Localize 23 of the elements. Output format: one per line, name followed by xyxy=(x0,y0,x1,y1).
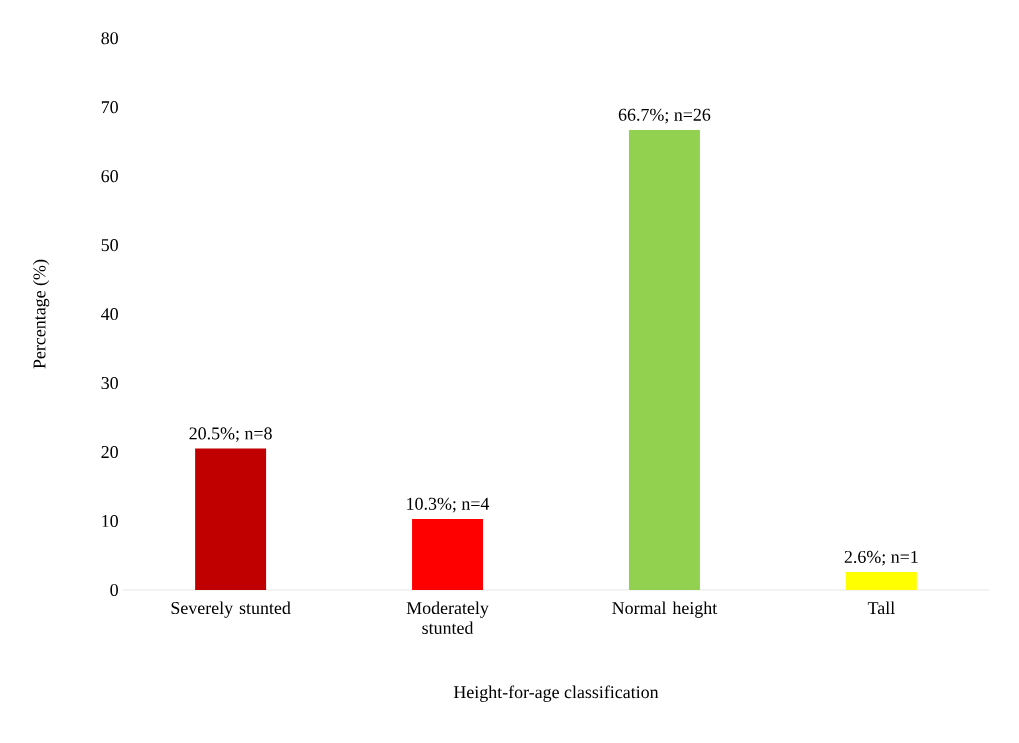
x-tick-label: Severely stunted xyxy=(171,601,291,618)
data-label: 2.6%; n=1 xyxy=(844,550,918,566)
y-tick-label: 60 xyxy=(101,170,118,183)
y-tick-label: 0 xyxy=(110,583,118,596)
y-axis-title: Percentage (%) xyxy=(32,259,50,369)
x-axis-title: Height-for-age classification xyxy=(453,685,659,702)
x-tick-label: Tall xyxy=(867,601,895,615)
y-tick-label: 10 xyxy=(102,514,118,527)
data-label: 66.7%; n=26 xyxy=(618,108,711,124)
y-tick-label: 40 xyxy=(101,307,118,321)
bar xyxy=(845,571,917,590)
y-tick-label: 50 xyxy=(101,239,118,252)
data-label: 10.3%; n=4 xyxy=(407,497,490,513)
y-tick-label: 20 xyxy=(101,445,118,459)
x-tick-label: Moderately stunted xyxy=(406,601,489,634)
x-tick-label: Normal height xyxy=(612,601,718,618)
bar xyxy=(195,448,267,590)
y-tick-label: 80 xyxy=(101,32,118,45)
data-label: 20.5%; n=8 xyxy=(189,427,272,443)
bar xyxy=(628,129,700,590)
y-tick-label: 30 xyxy=(101,376,118,390)
bar xyxy=(412,518,484,590)
y-tick-label: 70 xyxy=(101,101,118,114)
